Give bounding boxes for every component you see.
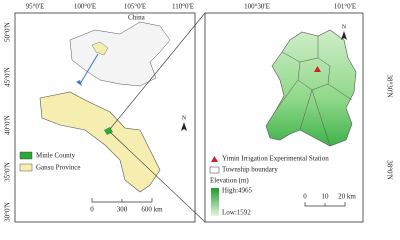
- scale-bar: [304, 202, 346, 207]
- lon-label: 95°0'E: [26, 3, 45, 11]
- elevation-ramp: [211, 188, 219, 216]
- connector: [109, 12, 206, 130]
- scale-label: 300: [117, 206, 128, 214]
- country-label: China: [128, 14, 146, 22]
- legend-label: Yimin Irrigation Experimental Station: [222, 155, 329, 163]
- figure: 95°0'E 100°0'E 105°0'E 110°0'E 50°0'N 45…: [4, 3, 393, 223]
- legend-swatch: [19, 151, 33, 160]
- china-outline: [69, 21, 171, 87]
- lat-label: 40°0'N: [4, 115, 12, 135]
- gansu-inset: [91, 41, 109, 56]
- legend-title: Elevation (m): [210, 177, 249, 185]
- legend-marker: [211, 156, 218, 162]
- lon-label: 100°0'E: [74, 3, 96, 11]
- north-arrow: [341, 31, 347, 40]
- legend-swatch: [19, 163, 33, 172]
- arrow: [79, 53, 99, 85]
- lat-label: 38°30'N: [385, 74, 393, 97]
- connector: [109, 131, 206, 223]
- lon-label: 101°0'E: [334, 3, 356, 11]
- lat-label: 45°0'N: [4, 67, 12, 87]
- arrow-head: [76, 80, 82, 86]
- legend-label: High:4965: [222, 187, 252, 195]
- north-label: N: [342, 24, 347, 30]
- scale-bar: [91, 198, 153, 203]
- scale-label: 10: [322, 193, 330, 201]
- legend-label: Low:1592: [222, 209, 251, 217]
- gansu-province: [39, 91, 161, 193]
- legend-label: Gansu Province: [36, 164, 81, 172]
- scale-label: 600 km: [141, 206, 163, 214]
- lat-label: 30°0'N: [4, 202, 12, 222]
- legend-label: Township boundary: [222, 166, 278, 174]
- lon-label: 105°0'E: [124, 3, 146, 11]
- lat-label: 35°0'N: [4, 162, 12, 182]
- legend-label: Minle County: [36, 152, 76, 160]
- north-arrow: [181, 122, 187, 131]
- station-marker: [314, 66, 321, 72]
- lat-label: 38°0'N: [385, 160, 393, 180]
- scale-label: 20 km: [338, 193, 356, 201]
- north-label: N: [182, 115, 187, 121]
- lon-label: 110°0'E: [172, 3, 194, 11]
- township-boundary: [275, 36, 353, 147]
- scale-label: 0: [303, 193, 307, 201]
- legend-swatch: [209, 166, 220, 174]
- lat-label: 50°0'N: [4, 22, 12, 42]
- scale-label: 0: [90, 206, 94, 214]
- lon-label: 100°30'E: [244, 3, 270, 11]
